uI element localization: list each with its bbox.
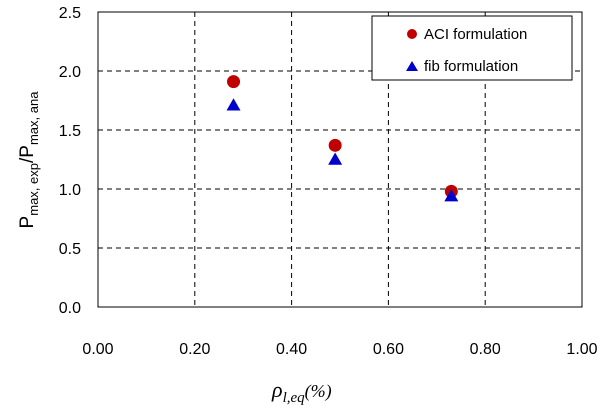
data-point-aci	[227, 75, 241, 89]
x-tick-label: 0.20	[179, 341, 210, 358]
y-tick-label: 1.0	[59, 182, 81, 199]
x-tick-label: 0.00	[82, 341, 113, 358]
data-points	[226, 75, 459, 202]
legend-label-aci: ACI formulation	[424, 26, 527, 43]
data-point-aci	[328, 138, 342, 152]
x-tick-label: 0.80	[470, 341, 501, 358]
plot-area	[97, 11, 583, 308]
legend: ACI formulation fib formulation	[371, 15, 573, 81]
svg-text:ρl,eq(%): ρl,eq(%)	[271, 377, 332, 406]
y-tick-label: 0.0	[59, 300, 81, 317]
y-tick-label: 2.5	[59, 5, 81, 22]
x-axis-label: ρl,eq(%)	[271, 377, 332, 406]
data-point-fib	[328, 152, 343, 165]
y-tick-label: 2.0	[59, 64, 81, 81]
data-point-fib	[226, 98, 241, 111]
y-tick-label: 1.5	[59, 123, 81, 140]
x-tick-label: 0.60	[373, 341, 404, 358]
legend-label-fib: fib formulation	[424, 58, 518, 75]
data-point-fib	[444, 189, 459, 202]
svg-text:Pmax, exp/Pmax, ana: Pmax, exp/Pmax, ana	[17, 91, 41, 229]
legend-marker-fib	[406, 61, 418, 71]
y-tick-labels: 0.0 0.5 1.0 1.5 2.0 2.5	[59, 5, 81, 317]
legend-box	[371, 15, 573, 81]
x-tick-label: 0.40	[276, 341, 307, 358]
y-tick-label: 0.5	[59, 241, 81, 258]
legend-marker-aci	[407, 29, 417, 39]
x-tick-labels: 0.00 0.20 0.40 0.60 0.80 1.00	[82, 341, 597, 358]
y-axis-label: Pmax, exp/Pmax, ana	[17, 91, 41, 229]
x-tick-label: 1.00	[566, 341, 597, 358]
